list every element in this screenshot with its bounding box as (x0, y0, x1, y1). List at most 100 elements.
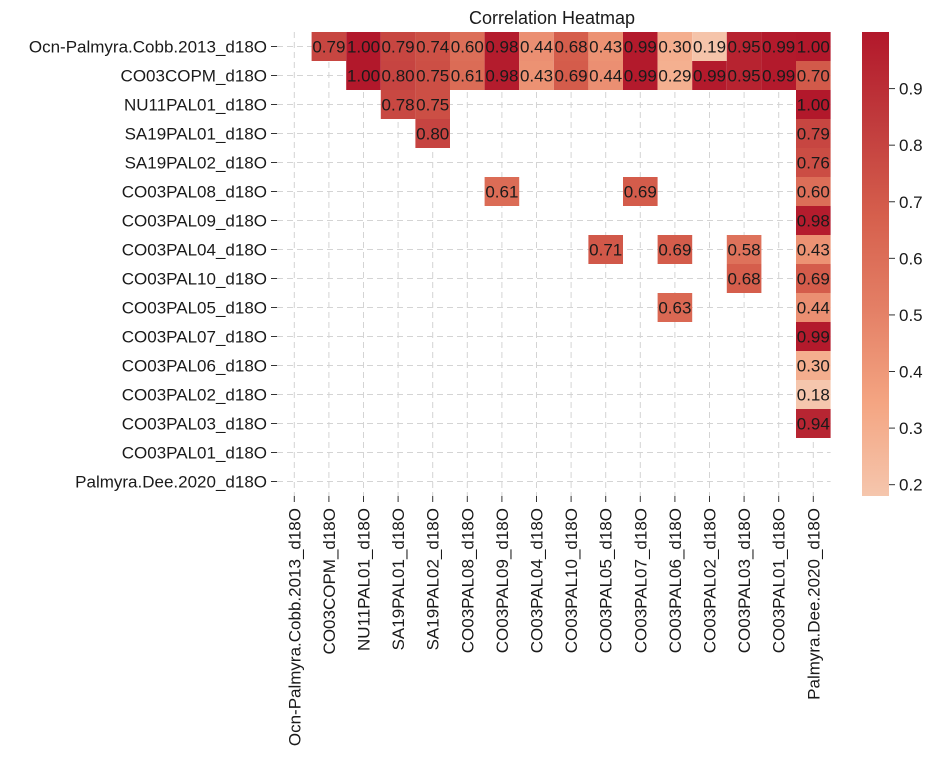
heatmap-cell (796, 351, 831, 380)
y-axis-tick-label: SA19PAL01_d18O (125, 125, 267, 144)
y-axis-tick-label: CO03PAL04_d18O (122, 241, 267, 260)
cell-value-label: 0.79 (312, 38, 345, 57)
x-axis-tick-label: SA19PAL01_d18O (389, 508, 408, 650)
y-axis-tick-label: Ocn-Palmyra.Cobb.2013_d18O (29, 38, 267, 57)
cell-value-label: 0.80 (416, 125, 449, 144)
cell-value-label: 0.71 (589, 241, 622, 260)
y-axis-tick-label: Palmyra.Dee.2020_d18O (75, 473, 267, 492)
cell-value-label: 0.43 (589, 38, 622, 57)
y-axis-tick-label: CO03PAL01_d18O (122, 444, 267, 463)
heatmap-cell (726, 235, 762, 264)
x-axis-tick-label: CO03PAL06_d18O (666, 508, 685, 653)
x-axis-tick-label: CO03PAL10_d18O (562, 508, 581, 653)
cell-value-label: 0.99 (762, 38, 795, 57)
y-axis-labels: Ocn-Palmyra.Cobb.2013_d18O CO03COPM_d18O N… (29, 38, 277, 492)
cell-value-label: 0.68 (555, 38, 588, 57)
y-axis-tick-label: CO03PAL03_d18O (122, 415, 267, 434)
heatmap-cell (761, 61, 796, 90)
heatmap-cell (588, 61, 623, 90)
x-axis-tick-label: Ocn-Palmyra.Cobb.2013_d18O (285, 508, 304, 746)
colorbar-tick-label: 0.4 (899, 363, 923, 382)
x-axis-tick-label: CO03PAL02_d18O (701, 508, 720, 653)
heatmap-cell (623, 61, 658, 90)
cell-value-label: 1.00 (797, 96, 830, 115)
x-axis-tick-label: Palmyra.Dee.2020_d18O (804, 508, 823, 700)
heatmap-cell (346, 32, 381, 61)
cell-value-label: 0.61 (451, 67, 484, 86)
heatmap-cell (553, 32, 589, 61)
heatmap-cell (796, 61, 831, 90)
heatmap-cell (623, 32, 658, 61)
cell-value-label: 0.95 (728, 67, 761, 86)
x-axis-tick-label: CO03PAL03_d18O (735, 508, 754, 653)
colorbar-tick-label: 0.8 (899, 136, 923, 155)
x-axis-tick-label: CO03PAL09_d18O (493, 508, 512, 653)
heatmap-cell (726, 264, 762, 293)
cell-value-label: 0.44 (520, 38, 553, 57)
heatmap-cell (761, 32, 796, 61)
heatmap-cell (657, 61, 693, 90)
heatmap-cell (657, 32, 693, 61)
cell-value-label: 0.68 (728, 270, 761, 289)
colorbar-tick-label: 0.7 (899, 193, 923, 212)
heatmap-cell (796, 177, 831, 206)
cell-value-label: 1.00 (347, 38, 380, 57)
heatmap-cell (450, 61, 485, 90)
cell-value-label: 0.95 (728, 38, 761, 57)
heatmap-cell (796, 293, 831, 322)
cell-value-label: 0.30 (797, 357, 830, 376)
cell-value-label: 0.43 (797, 241, 830, 260)
cell-value-label: 0.69 (555, 67, 588, 86)
colorbar-gradient (862, 32, 889, 496)
heatmap-cell (726, 61, 762, 90)
y-axis-tick-label: CO03PAL07_d18O (122, 328, 267, 347)
heatmap-cell (415, 90, 450, 119)
heatmap-cell (380, 90, 416, 119)
cell-value-label: 1.00 (797, 38, 830, 57)
cell-value-label: 0.74 (416, 38, 449, 57)
y-axis-tick-label: CO03COPM_d18O (121, 67, 267, 86)
cell-value-label: 0.58 (728, 241, 761, 260)
y-axis-tick-label: CO03PAL06_d18O (122, 357, 267, 376)
x-axis-tick-label: NU11PAL01_d18O (355, 508, 374, 651)
cell-value-label: 0.60 (451, 38, 484, 57)
cell-value-label: 0.99 (762, 67, 795, 86)
cell-value-label: 0.79 (382, 38, 415, 57)
cell-value-label: 0.70 (797, 67, 830, 86)
heatmap-cells: 0.79 1.00 0.79 0.74 0.60 0.98 0.44 0.68 0.43 0.99… (311, 32, 831, 438)
heatmap-cell (796, 119, 831, 148)
cell-value-label: 0.78 (382, 96, 415, 115)
y-axis-tick-label: NU11PAL01_d18O (124, 96, 267, 115)
heatmap-cell (657, 293, 693, 322)
heatmap-cell (311, 32, 347, 61)
heatmap-cell (346, 61, 381, 90)
y-axis-tick-label: CO03PAL02_d18O (122, 386, 267, 405)
heatmap-cell (796, 206, 831, 235)
colorbar-tick-label: 0.3 (899, 419, 923, 438)
x-axis-labels: Ocn-Palmyra.Cobb.2013_d18O CO03COPM_d18O N… (285, 496, 823, 746)
heatmap-cell (553, 61, 589, 90)
heatmap-cell (692, 32, 727, 61)
x-axis-tick-label: CO03PAL08_d18O (458, 508, 477, 653)
cell-value-label: 0.94 (797, 415, 830, 434)
cell-value-label: 0.80 (382, 67, 415, 86)
heatmap-cell (796, 380, 831, 409)
cell-value-label: 0.30 (658, 38, 691, 57)
heatmap-cell (796, 32, 831, 61)
y-axis-tick-label: SA19PAL02_d18O (125, 154, 267, 173)
heatmap-cell (623, 177, 658, 206)
x-axis-tick-label: CO03COPM_d18O (320, 508, 339, 654)
cell-value-label: 0.44 (797, 299, 830, 318)
heatmap-cell (796, 322, 831, 351)
x-axis-tick-label: CO03PAL07_d18O (631, 508, 650, 653)
cell-value-label: 0.99 (797, 328, 830, 347)
x-axis-tick-label: CO03PAL01_d18O (770, 508, 789, 653)
colorbar-tick-label: 0.9 (899, 80, 923, 99)
heatmap-cell (796, 235, 831, 264)
cell-value-label: 0.79 (797, 125, 830, 144)
heatmap-cell (415, 119, 450, 148)
cell-value-label: 0.69 (624, 183, 657, 202)
heatmap-cell (380, 32, 416, 61)
colorbar: 0.2 0.3 0.4 0.5 0.6 0.7 0.8 0.9 (862, 32, 923, 496)
